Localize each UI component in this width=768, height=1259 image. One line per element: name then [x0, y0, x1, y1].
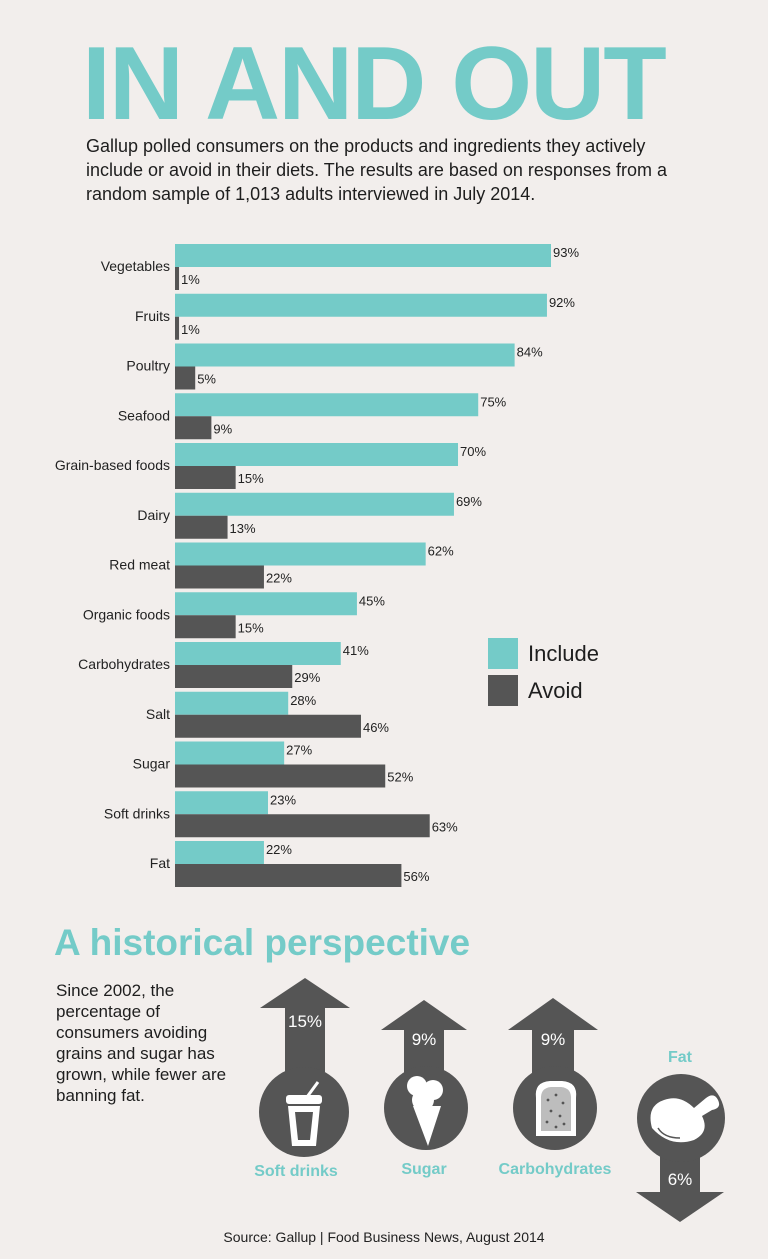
include-bar — [175, 492, 454, 516]
avoid-value-label: 9% — [213, 421, 232, 436]
avoid-bar — [175, 515, 228, 539]
include-value-label: 27% — [286, 743, 312, 758]
category-label: Sugar — [133, 756, 171, 772]
carbohydrates-circle — [513, 1066, 597, 1150]
carbohydrates-label: Carbohydrates — [499, 1161, 612, 1178]
legend-item-include: Include — [488, 638, 599, 669]
category-label: Red meat — [109, 557, 170, 573]
soft-drinks-up-arrow-icon — [260, 978, 350, 1072]
include-value-label: 70% — [460, 444, 486, 459]
include-value-label: 23% — [270, 792, 296, 807]
historical-title: A historical perspective — [54, 922, 471, 963]
category-label: Fruits — [135, 308, 170, 324]
avoid-bar — [175, 864, 402, 887]
category-label: Organic foods — [83, 606, 170, 622]
fat-label: Fat — [668, 1049, 693, 1066]
category-label: Soft drinks — [104, 805, 170, 821]
category-label: Poultry — [126, 358, 170, 374]
include-bar — [175, 343, 515, 367]
category-label: Salt — [146, 706, 170, 722]
sugar-up-arrow-icon — [381, 1000, 467, 1075]
include-bar — [175, 293, 547, 317]
avoid-value-label: 5% — [197, 372, 216, 387]
avoid-value-label: 1% — [181, 272, 200, 287]
include-value-label: 93% — [553, 245, 579, 260]
fat-circle — [637, 1074, 725, 1162]
soft-drinks-change: 15% — [288, 1012, 322, 1031]
include-value-label: 92% — [549, 295, 575, 310]
soft-drink-cup-icon — [286, 1081, 322, 1146]
avoid-bar — [175, 764, 386, 788]
soft-drinks-circle — [259, 1067, 349, 1157]
sugar-label: Sugar — [401, 1161, 446, 1178]
avoid-bar — [175, 615, 236, 639]
source-note: Source: Gallup | Food Business News, Aug… — [223, 1229, 545, 1245]
category-label: Seafood — [118, 407, 170, 423]
legend-label-avoid: Avoid — [528, 677, 583, 703]
avoid-value-label: 56% — [403, 869, 429, 884]
fat-down-arrow-icon — [636, 1140, 724, 1222]
sugar-circle — [384, 1066, 468, 1150]
avoid-value-label: 1% — [181, 322, 200, 337]
include-bar — [175, 443, 459, 466]
include-value-label: 62% — [428, 544, 454, 559]
avoid-bar — [175, 267, 180, 290]
category-label: Carbohydrates — [78, 656, 170, 672]
include-bar — [175, 691, 289, 715]
carbohydrates-change: 9% — [541, 1030, 566, 1049]
include-bar — [175, 791, 268, 815]
avoid-bar — [175, 665, 293, 688]
include-bar — [175, 741, 285, 765]
category-label: Vegetables — [101, 258, 170, 274]
avoid-bar — [175, 366, 196, 390]
legend-label-include: Include — [528, 640, 599, 666]
include-bar — [175, 841, 264, 864]
chart-legend: Include Avoid — [488, 638, 599, 712]
sugar-change: 9% — [412, 1030, 437, 1049]
include-value-label: 45% — [359, 593, 385, 608]
include-swatch — [488, 638, 518, 669]
bread-slice-icon — [535, 1081, 577, 1136]
fat-change: 6% — [668, 1170, 693, 1189]
avoid-bar — [175, 316, 180, 340]
include-avoid-bar-chart: Vegetables 93% 1% Fruits 92% 1% Poultry 84% 5% Se… — [55, 244, 579, 887]
avoid-swatch — [488, 675, 518, 706]
include-bar — [175, 244, 551, 267]
include-bar — [175, 542, 426, 566]
include-bar — [175, 592, 357, 616]
ice-cream-cone-icon — [407, 1076, 443, 1146]
intro-text: Gallup polled consumers on the products … — [86, 136, 667, 204]
include-bar — [175, 642, 341, 665]
avoid-bar — [175, 565, 264, 589]
avoid-value-label: 22% — [266, 571, 292, 586]
category-label: Grain-based foods — [55, 457, 170, 473]
avoid-value-label: 13% — [230, 521, 256, 536]
avoid-value-label: 52% — [387, 770, 413, 785]
category-label: Fat — [150, 855, 170, 871]
include-value-label: 28% — [290, 693, 316, 708]
include-value-label: 22% — [266, 842, 292, 857]
avoid-value-label: 29% — [294, 670, 320, 685]
soft-drinks-label: Soft drinks — [254, 1163, 338, 1180]
category-label: Dairy — [137, 507, 170, 523]
historical-text: Since 2002, the percentage of consumers … — [56, 981, 227, 1105]
avoid-value-label: 46% — [363, 720, 389, 735]
include-value-label: 75% — [480, 394, 506, 409]
include-value-label: 41% — [343, 643, 369, 658]
carbohydrates-up-arrow-icon — [508, 998, 598, 1075]
legend-item-avoid: Avoid — [488, 675, 599, 706]
include-value-label: 69% — [456, 494, 482, 509]
avoid-value-label: 15% — [238, 620, 264, 635]
include-bar — [175, 393, 479, 417]
avoid-value-label: 15% — [238, 471, 264, 486]
include-value-label: 84% — [517, 345, 543, 360]
chicken-leg-icon — [650, 1095, 720, 1143]
avoid-value-label: 63% — [432, 819, 458, 834]
avoid-bar — [175, 714, 361, 738]
avoid-bar — [175, 466, 236, 489]
page-title: IN AND OUT — [82, 26, 667, 142]
avoid-bar — [175, 814, 430, 838]
avoid-bar — [175, 416, 212, 440]
